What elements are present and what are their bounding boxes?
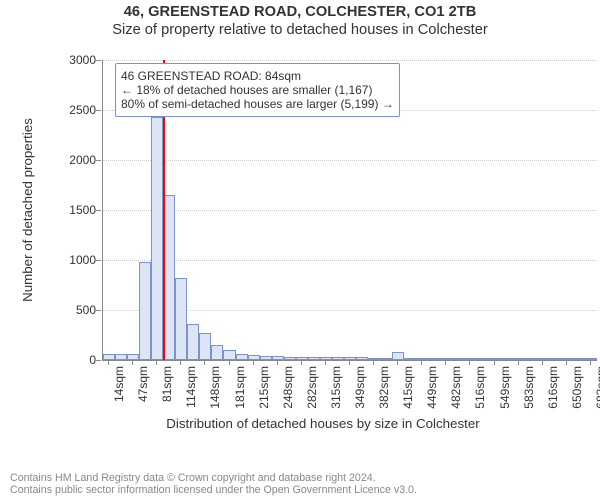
xtick-label: 616sqm <box>546 366 560 409</box>
histogram-bar <box>332 357 344 360</box>
histogram-bar <box>404 358 416 360</box>
ytick-label: 3000 <box>50 53 96 67</box>
xtick-mark <box>229 360 230 365</box>
info-box-line1: 46 GREENSTEAD ROAD: 84sqm <box>121 69 394 83</box>
xtick-label: 114sqm <box>184 366 198 408</box>
histogram-bar <box>416 358 428 360</box>
gridline <box>103 60 597 61</box>
xtick-mark <box>518 360 519 365</box>
xtick-label: 282sqm <box>305 366 319 409</box>
xtick-label: 349sqm <box>353 366 367 409</box>
histogram-bar <box>187 324 199 360</box>
xtick-mark <box>566 360 567 365</box>
histogram-bar <box>501 358 513 360</box>
page-title-subtitle: Size of property relative to detached ho… <box>0 22 600 38</box>
histogram-bar <box>284 357 296 361</box>
info-box: 46 GREENSTEAD ROAD: 84sqm ← 18% of detac… <box>115 63 400 117</box>
xtick-mark <box>349 360 350 365</box>
gridline <box>103 210 597 211</box>
histogram-bar <box>525 358 537 360</box>
histogram-bar <box>139 262 151 360</box>
gridline <box>103 160 597 161</box>
histogram-bar <box>428 358 440 360</box>
xtick-label: 583sqm <box>522 366 536 409</box>
x-axis-label: Distribution of detached houses by size … <box>50 416 596 431</box>
xtick-mark <box>469 360 470 365</box>
xtick-label: 415sqm <box>401 366 415 409</box>
ytick-label: 1000 <box>50 253 96 267</box>
xtick-mark <box>204 360 205 365</box>
footer-line2: Contains public sector information licen… <box>10 484 417 496</box>
ytick-label: 500 <box>50 303 96 317</box>
xtick-label: 650sqm <box>570 366 584 409</box>
histogram-bar <box>549 358 561 360</box>
histogram-bar <box>573 358 585 360</box>
xtick-mark <box>156 360 157 365</box>
info-box-line3: 80% of semi-detached houses are larger (… <box>121 97 394 111</box>
page-title-address: 46, GREENSTEAD ROAD, COLCHESTER, CO1 2TB <box>0 4 600 20</box>
xtick-label: 482sqm <box>449 366 463 409</box>
ytick-label: 0 <box>50 353 96 367</box>
histogram-bar <box>151 117 163 360</box>
xtick-label: 516sqm <box>473 366 487 409</box>
xtick-label: 47sqm <box>136 366 150 402</box>
xtick-label: 315sqm <box>329 366 343 409</box>
info-box-line2: ← 18% of detached houses are smaller (1,… <box>121 83 394 97</box>
histogram-bar <box>392 352 404 360</box>
ytick-label: 1500 <box>50 203 96 217</box>
histogram-bar <box>175 278 187 360</box>
xtick-label: 215sqm <box>257 366 271 409</box>
xtick-label: 382sqm <box>377 366 391 409</box>
xtick-mark <box>445 360 446 365</box>
xtick-mark <box>494 360 495 365</box>
histogram-bar <box>452 358 464 360</box>
xtick-mark <box>325 360 326 365</box>
histogram-bar <box>127 354 139 360</box>
histogram-bar <box>477 358 489 360</box>
xtick-mark <box>590 360 591 365</box>
histogram-bar <box>223 350 235 360</box>
xtick-label: 148sqm <box>208 366 222 409</box>
xtick-label: 181sqm <box>233 366 247 409</box>
histogram-bar <box>308 357 320 360</box>
histogram-bar <box>260 356 272 360</box>
xtick-label: 248sqm <box>281 366 295 409</box>
xtick-mark <box>397 360 398 365</box>
xtick-mark <box>301 360 302 365</box>
histogram-bar <box>380 358 392 360</box>
footer: Contains HM Land Registry data © Crown c… <box>10 472 417 496</box>
xtick-mark <box>373 360 374 365</box>
xtick-label: 14sqm <box>112 366 126 402</box>
xtick-label: 81sqm <box>160 366 174 402</box>
y-axis-label: Number of detached properties <box>20 60 35 360</box>
histogram-bar <box>440 358 452 360</box>
xtick-label: 549sqm <box>498 366 512 409</box>
xtick-label: 449sqm <box>425 366 439 409</box>
xtick-mark <box>180 360 181 365</box>
histogram-bar <box>320 357 332 360</box>
histogram-bar <box>115 354 127 360</box>
xtick-mark <box>108 360 109 365</box>
xtick-mark <box>277 360 278 365</box>
ytick-label: 2500 <box>50 103 96 117</box>
histogram-bar <box>513 358 525 360</box>
histogram-bar <box>103 354 115 360</box>
histogram-bar <box>356 357 368 360</box>
xtick-mark <box>542 360 543 365</box>
histogram-bar <box>236 354 248 360</box>
ytick-label: 2000 <box>50 153 96 167</box>
xtick-mark <box>253 360 254 365</box>
xtick-mark <box>132 360 133 365</box>
gridline <box>103 260 597 261</box>
footer-line1: Contains HM Land Registry data © Crown c… <box>10 472 417 484</box>
xtick-mark <box>421 360 422 365</box>
histogram-bar <box>199 333 211 360</box>
xtick-label: 683sqm <box>594 366 600 409</box>
histogram-bar <box>211 345 223 360</box>
histogram-bar <box>537 358 549 360</box>
